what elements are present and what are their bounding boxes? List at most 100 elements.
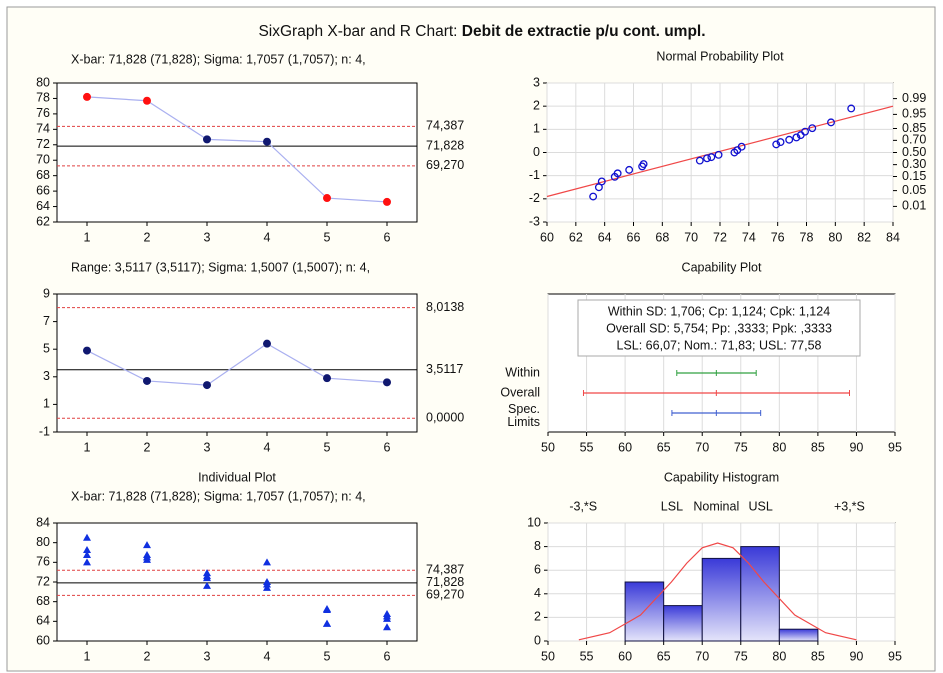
x-tick-label: 55 <box>580 440 594 454</box>
fit-curve <box>578 542 857 641</box>
data-point <box>383 623 391 631</box>
y-tick-label: 80 <box>36 535 50 549</box>
control-limit-label: 69,270 <box>426 588 464 602</box>
title-main: Debit de extractie p/u cont. umpl. <box>462 23 706 40</box>
x-tick-label: 80 <box>828 230 842 244</box>
row-label: Overall <box>500 385 540 399</box>
x-tick-label: 65 <box>657 440 671 454</box>
x-tick-label: 55 <box>580 649 594 663</box>
x-tick-label: 1 <box>84 230 91 244</box>
x-tick-label: 80 <box>772 649 786 663</box>
data-point <box>263 583 271 591</box>
x-tick-label: 3 <box>204 440 211 454</box>
data-point <box>83 550 91 558</box>
x-tick-label: 80 <box>772 440 786 454</box>
chart-title: Capability Histogram <box>664 470 779 484</box>
bar <box>663 605 703 642</box>
y2-tick-label: 0.95 <box>902 107 926 121</box>
y2-tick-label: 0.70 <box>902 133 926 147</box>
x-tick-label: 2 <box>144 649 151 663</box>
y-tick-label: 3 <box>43 369 50 383</box>
y-tick-label: 78 <box>36 91 50 105</box>
data-point <box>801 127 810 136</box>
data-point <box>83 346 91 355</box>
chart-title: Normal Probability Plot <box>656 49 784 63</box>
y-tick-label: 3 <box>533 75 540 89</box>
y2-tick-label: 0.15 <box>902 169 926 183</box>
x-tick-label: 2 <box>144 440 151 454</box>
control-limit-label: 71,828 <box>426 138 464 152</box>
x-tick-label: 1 <box>84 649 91 663</box>
x-tick-label: 6 <box>384 649 391 663</box>
data-point <box>83 558 91 566</box>
y-tick-label: 4 <box>534 586 541 600</box>
subtitle: X-bar: 71,828 (71,828); Sigma: 1,7057 (1… <box>71 52 366 66</box>
x-tick-label: 1 <box>84 440 91 454</box>
chart-title: Capability Plot <box>682 260 762 274</box>
y-tick-label: -1 <box>529 168 540 182</box>
y-tick-label: 62 <box>36 214 50 228</box>
plot-frame <box>56 82 418 223</box>
data-point <box>83 533 91 541</box>
row-label: Spec. <box>508 402 540 416</box>
y-tick-label: 64 <box>36 199 50 213</box>
x-tick-label: 60 <box>540 230 554 244</box>
series-line <box>86 96 388 203</box>
row-label: Limits <box>507 415 540 429</box>
data-point <box>323 606 331 614</box>
y-tick-label: 10 <box>527 515 541 529</box>
y-tick-label: 72 <box>36 137 50 151</box>
y2-tick-label: 0.30 <box>902 157 926 171</box>
data-point <box>772 140 781 149</box>
y-tick-label: 5 <box>43 341 50 355</box>
x-tick-label: 50 <box>541 649 555 663</box>
data-point <box>383 197 391 206</box>
x-tick-label: 64 <box>598 230 612 244</box>
x-tick-label: 75 <box>734 440 748 454</box>
y-tick-label: -3 <box>529 214 540 228</box>
data-point <box>625 165 634 174</box>
data-point <box>792 133 801 142</box>
spec-marker-label: -3,*S <box>569 499 597 513</box>
y-tick-label: 9 <box>43 286 50 300</box>
x-tick-label: 85 <box>811 649 825 663</box>
data-point <box>776 138 785 147</box>
x-tick-label: 5 <box>324 649 331 663</box>
x-tick-label: 75 <box>734 649 748 663</box>
control-limit-label: 71,828 <box>426 575 464 589</box>
x-tick-label: 4 <box>264 649 271 663</box>
data-point <box>203 574 211 582</box>
y-tick-label: 60 <box>36 633 50 647</box>
data-point <box>143 96 151 105</box>
control-limit-label: 69,270 <box>426 158 464 172</box>
control-limit-label: 74,387 <box>426 119 464 133</box>
y-tick-label: 2 <box>534 610 541 624</box>
y-tick-label: -1 <box>39 424 50 438</box>
y-tick-label: 74 <box>36 122 50 136</box>
data-point <box>827 118 835 127</box>
data-point <box>323 619 331 627</box>
x-tick-label: 3 <box>204 230 211 244</box>
x-tick-label: 60 <box>618 440 632 454</box>
y-tick-label: 64 <box>36 614 50 628</box>
note-line: Overall SD: 5,754; Pp: ,3333; Ppk: ,3333 <box>606 321 832 335</box>
x-tick-label: 66 <box>627 230 641 244</box>
spec-marker-label: LSL <box>661 499 683 513</box>
x-tick-label: 6 <box>384 440 391 454</box>
x-tick-label: 95 <box>888 649 902 663</box>
data-point <box>83 92 91 101</box>
data-point <box>263 339 271 348</box>
data-point <box>737 142 746 151</box>
x-tick-label: 90 <box>849 649 863 663</box>
x-tick-label: 65 <box>657 649 671 663</box>
x-tick-label: 76 <box>771 230 785 244</box>
y-tick-label: -2 <box>529 191 540 205</box>
data-point <box>639 160 648 169</box>
y-tick-label: 68 <box>36 168 50 182</box>
spec-marker-label: +3,*S <box>834 499 865 513</box>
data-point <box>263 558 271 566</box>
note-line: LSL: 66,07; Nom.: 71,83; USL: 77,58 <box>617 338 822 352</box>
x-tick-label: 70 <box>695 649 709 663</box>
